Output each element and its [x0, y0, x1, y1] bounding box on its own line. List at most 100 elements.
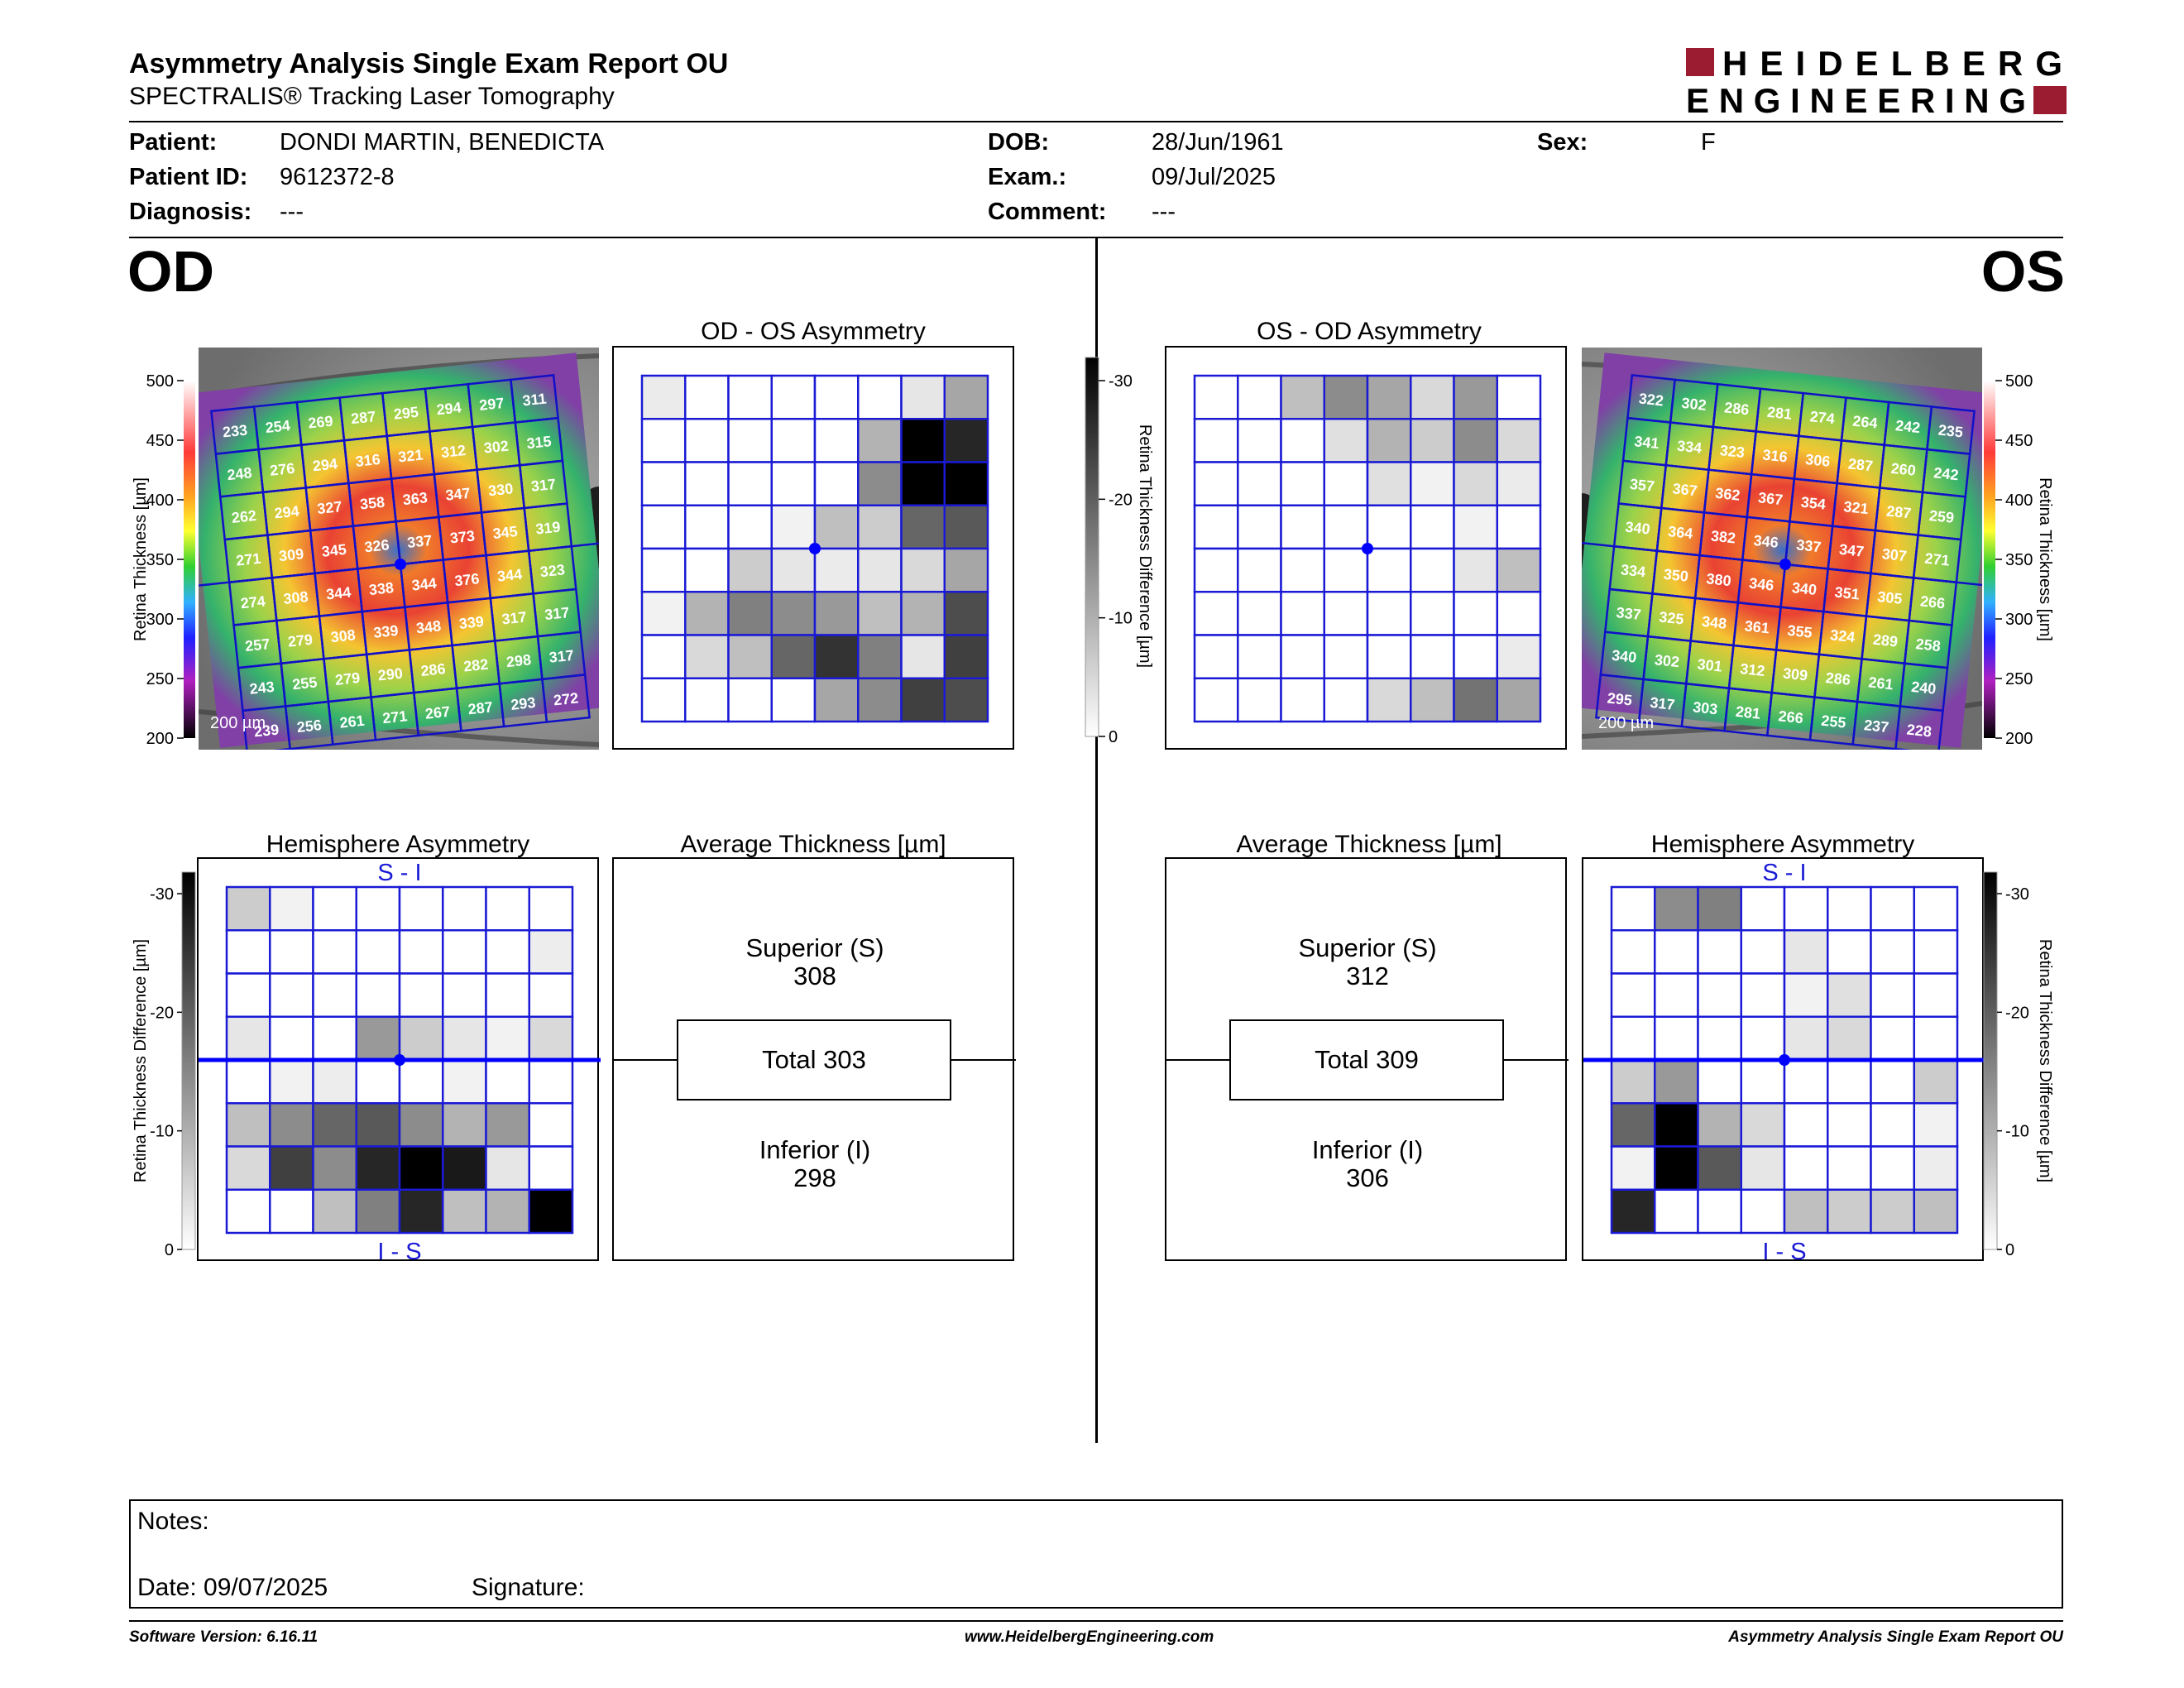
- od-thickness-value-r1-c2: 294: [312, 455, 338, 474]
- os-asym-cell-r0-c5: [1410, 374, 1455, 420]
- os-asym-cell-r3-c2: [1280, 504, 1325, 550]
- os-hemi-cell-r5-c3: [1740, 1102, 1786, 1148]
- od-thickness-value-r3-c1: 309: [278, 545, 304, 564]
- od-hemi-cell-r1-c0: [225, 929, 271, 975]
- od-superior-value: 308: [793, 961, 836, 990]
- od-hemi-title: Hemisphere Asymmetry: [266, 831, 530, 858]
- middle-diff-scale-tick-label-1: -20: [1109, 491, 1133, 509]
- od-thickness-value-r6-c2: 279: [334, 669, 361, 688]
- os-hemi-cell-r0-c1: [1654, 885, 1699, 932]
- od-hemi-cell-r6-c3: [355, 1145, 401, 1191]
- os-thickness-value-r4-c6: 305: [1876, 588, 1903, 607]
- od-thickness-value-r0-c0: 233: [222, 422, 248, 441]
- od-asym-cell-r0-c2: [727, 374, 773, 420]
- os-thickness-value-r0-c5: 264: [1852, 413, 1879, 432]
- os-thickness-value-r2-c3: 367: [1757, 489, 1784, 508]
- od-asym-cell-r5-c3: [770, 591, 817, 636]
- od-hemi-panel: S - I I - S: [197, 857, 601, 1263]
- os-hemi-cell-r3-c5: [1827, 1015, 1872, 1062]
- os-hemi-cell-r1-c2: [1697, 929, 1742, 975]
- od-asym-cell-r4-c6: [900, 547, 946, 593]
- od-asym-cell-r7-c4: [813, 677, 860, 723]
- od-thickness-value-r0-c3: 287: [350, 408, 376, 427]
- os-hemi-cell-r5-c6: [1870, 1102, 1915, 1148]
- os-thickness-value-r6-c1: 302: [1654, 651, 1680, 670]
- od-asym-cell-r6-c5: [857, 634, 903, 679]
- od-asym-cell-r0-c5: [857, 374, 903, 420]
- os-thickness-value-r5-c0: 337: [1616, 604, 1642, 623]
- notes-label: Notes:: [137, 1508, 209, 1535]
- os-asym-cell-r6-c4: [1366, 634, 1412, 679]
- os-asym-cell-r4-c1: [1237, 547, 1282, 593]
- os-scale-bar-label: 200 µm: [1598, 714, 1654, 732]
- svg-text:ENGINEERING: ENGINEERING: [1686, 81, 2027, 116]
- os-thickness-axis-label: Retina Thickness [µm]: [2036, 477, 2054, 641]
- od-thickness-value-r2-c2: 327: [316, 498, 342, 517]
- od-hemi-cell-r7-c2: [312, 1188, 357, 1235]
- os-hemi-cell-r7-c2: [1697, 1188, 1742, 1235]
- od-asym-cell-r4-c3: [770, 547, 817, 593]
- os-thickness-value-r3-c5: 347: [1838, 541, 1865, 560]
- od-hemi-cell-r5-c7: [528, 1102, 574, 1148]
- od-thickness-colorbar: [184, 381, 195, 738]
- od-asym-cell-r3-c4: [813, 504, 860, 550]
- os-hemi-cell-r7-c6: [1870, 1188, 1915, 1235]
- os-hemi-cell-r1-c4: [1783, 929, 1829, 975]
- od-hemi-cell-r5-c2: [312, 1102, 357, 1148]
- od-thickness-scale-tick-label-6: 200: [146, 730, 174, 748]
- od-asym-cell-r5-c2: [727, 591, 773, 636]
- os-thickness-value-r0-c0: 322: [1638, 390, 1664, 409]
- os-thickness-value-r1-c2: 323: [1719, 442, 1746, 461]
- os-asym-cell-r4-c2: [1280, 547, 1325, 593]
- od-asym-cell-r6-c7: [943, 634, 989, 679]
- od-asym-cell-r1-c1: [684, 418, 730, 463]
- od-thickness-value-r5-c2: 308: [330, 626, 357, 645]
- os-asym-cell-r4-c3: [1323, 547, 1369, 593]
- od-asym-cell-r5-c6: [900, 591, 946, 636]
- os-thickness-value-r4-c0: 334: [1620, 561, 1646, 580]
- od-asym-cell-r0-c7: [943, 374, 989, 420]
- os-asym-cell-r0-c6: [1453, 374, 1498, 420]
- od-hemi-cell-r0-c7: [528, 885, 574, 932]
- os-hemi-cell-r4-c0: [1610, 1058, 1656, 1105]
- os-hemi-cell-r5-c1: [1654, 1102, 1699, 1148]
- os-hemi-cell-r3-c3: [1740, 1015, 1786, 1062]
- od-thickness-value-r6-c3: 290: [377, 664, 404, 683]
- website-link[interactable]: www.HeidelbergEngineering.com: [965, 1628, 1214, 1646]
- od-thickness-value-r5-c0: 257: [244, 635, 271, 655]
- os-total-box: Total 309: [1229, 1019, 1504, 1101]
- od-thickness-value-r5-c7: 317: [544, 604, 570, 623]
- od-hemi-cell-r3-c7: [528, 1015, 574, 1062]
- os-hemi-cell-r2-c6: [1870, 972, 1915, 1018]
- od-hemi-cell-r4-c1: [269, 1058, 314, 1105]
- od-asym-title: OD - OS Asymmetry: [701, 318, 926, 345]
- os-hemi-cell-r6-c2: [1697, 1145, 1742, 1191]
- od-thickness-value-r3-c4: 337: [406, 532, 433, 551]
- os-asym-cell-r0-c3: [1323, 374, 1369, 420]
- os-hemi-diff-scale-tick-label-2: -10: [2005, 1123, 2029, 1141]
- od-thickness-scale-tick-label-3: 350: [146, 551, 174, 569]
- od-thickness-value-r6-c0: 243: [249, 679, 275, 698]
- od-fundus-image: 233 254 269 287 295 294 297 311 248 276 294 316 321 3…: [199, 348, 599, 750]
- od-asym-cell-r5-c1: [684, 591, 730, 636]
- os-thickness-value-r6-c0: 340: [1611, 647, 1637, 666]
- os-hemi-cell-r0-c5: [1827, 885, 1872, 932]
- os-hemi-title: Hemisphere Asymmetry: [1650, 831, 1915, 858]
- od-hemi-cell-r0-c5: [442, 885, 487, 932]
- od-hemi-cell-r6-c6: [485, 1145, 530, 1191]
- od-asym-cell-r1-c5: [857, 418, 903, 463]
- os-thickness-scale-tick-label-1: 450: [2005, 432, 2033, 450]
- os-thickness-value-r1-c4: 306: [1804, 451, 1831, 470]
- od-hemi-cell-r1-c2: [312, 929, 357, 975]
- od-hemi-cell-r0-c6: [485, 885, 530, 932]
- os-hemi-cell-r6-c5: [1827, 1145, 1872, 1191]
- notes-box[interactable]: Notes: Date: 09/07/2025 Signature:: [129, 1499, 2063, 1609]
- od-thickness-value-r6-c5: 282: [462, 656, 489, 675]
- os-asym-cell-r6-c6: [1453, 634, 1498, 679]
- os-hemi-cell-r2-c7: [1913, 972, 1959, 1018]
- od-hemi-grid: [199, 885, 601, 1235]
- od-thickness-value-r5-c5: 339: [458, 613, 485, 632]
- od-asym-cell-r2-c0: [640, 461, 687, 506]
- od-thickness-cell-r7-c7: [541, 674, 591, 723]
- od-hemi-axis-label: Retina Thickness Difference [µm]: [132, 939, 150, 1182]
